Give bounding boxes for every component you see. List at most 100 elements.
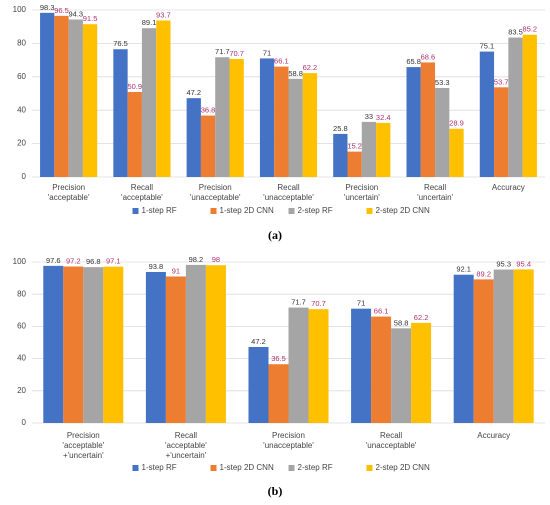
data-label: 65.8 (406, 57, 421, 66)
bar (288, 78, 303, 177)
data-label: 93.8 (149, 262, 164, 271)
caption: (b) (268, 484, 283, 498)
bar (473, 279, 494, 423)
data-label: 97.1 (106, 257, 121, 266)
bar (508, 37, 523, 178)
x-tick-label: 'unacceptable' (366, 441, 417, 450)
y-tick-label: 80 (17, 39, 26, 48)
bar (185, 264, 206, 423)
legend-swatch (210, 208, 217, 214)
bar (205, 265, 226, 423)
legend-label: 2-step RF (298, 206, 333, 215)
y-tick-label: 100 (13, 5, 27, 14)
data-label: 53.7 (494, 77, 509, 86)
bar (308, 309, 329, 423)
x-tick-label: Precision (52, 183, 85, 192)
data-label: 58.8 (288, 69, 303, 78)
y-tick-label: 20 (17, 139, 26, 148)
bar (302, 73, 318, 177)
bar (54, 15, 69, 177)
bar (141, 28, 157, 177)
data-label: 33 (365, 112, 373, 121)
data-label: 83.5 (508, 28, 523, 37)
data-label: 71.7 (291, 298, 306, 307)
bar (449, 128, 464, 177)
caption: (a) (268, 228, 282, 242)
data-label: 95.4 (516, 259, 531, 268)
bar (411, 322, 432, 423)
legend-swatch (132, 465, 139, 471)
bar (113, 49, 128, 178)
data-label: 71.7 (215, 47, 230, 56)
data-label: 89.2 (476, 269, 491, 278)
bar (493, 269, 514, 423)
data-label: 53.3 (435, 78, 450, 87)
data-label: 70.7 (229, 49, 244, 58)
x-tick-label: Precision (199, 183, 232, 192)
y-tick-label: 60 (17, 322, 26, 331)
x-tick-label: Precision (272, 431, 305, 440)
data-label: 50.9 (127, 82, 142, 91)
x-tick-label: 'acceptable' (165, 441, 207, 450)
data-label: 96.5 (54, 6, 69, 15)
bar (288, 307, 309, 423)
bar (420, 62, 436, 177)
data-label: 76.5 (113, 39, 128, 48)
bar (82, 24, 98, 177)
data-label: 28.9 (449, 119, 464, 128)
x-tick-label: Accuracy (492, 183, 525, 192)
data-label: 98.2 (189, 255, 204, 264)
y-tick-label: 60 (17, 72, 26, 81)
bar (274, 66, 289, 177)
bar (259, 58, 275, 177)
bar (268, 364, 289, 423)
data-label: 97.6 (46, 256, 61, 265)
x-tick-label: 'unacceptable' (263, 441, 314, 450)
bar (103, 266, 124, 423)
y-tick-label: 80 (17, 289, 26, 298)
bar (215, 57, 230, 177)
data-label: 62.2 (414, 313, 429, 322)
bar (165, 276, 186, 423)
bar (40, 12, 55, 177)
data-label: 36.5 (271, 354, 286, 363)
data-label: 70.7 (311, 299, 326, 308)
x-tick-label: Precision (345, 183, 378, 192)
y-tick-label: 40 (17, 105, 26, 114)
data-label: 47.2 (186, 88, 201, 97)
bar (333, 133, 348, 177)
data-label: 68.6 (421, 52, 436, 61)
legend-swatch (288, 208, 295, 214)
data-label: 92.1 (456, 265, 471, 274)
bar (68, 19, 83, 178)
bar (229, 58, 244, 177)
x-tick-label: 'uncertain' (344, 193, 380, 202)
data-label: 96.8 (86, 257, 101, 266)
x-tick-label: 'uncertain' (417, 193, 453, 202)
bar (371, 316, 392, 423)
data-label: 98.3 (40, 3, 55, 12)
x-tick-label: Accuracy (477, 431, 510, 440)
x-tick-label: 'acceptable' (48, 193, 90, 202)
bar (361, 121, 377, 177)
legend-swatch (288, 465, 295, 471)
data-label: 75.1 (480, 42, 495, 51)
x-tick-label: +'uncertain' (63, 451, 104, 460)
data-label: 25.8 (333, 124, 348, 133)
data-label: 95.3 (496, 260, 511, 269)
bar (406, 67, 421, 177)
bar (156, 20, 171, 178)
bar (248, 347, 269, 423)
bar (453, 274, 474, 423)
bar (391, 328, 412, 423)
data-label: 85.2 (522, 25, 537, 34)
data-label: 47.2 (251, 337, 266, 346)
bar (435, 87, 450, 177)
data-label: 94.3 (68, 10, 83, 19)
bar (186, 98, 201, 177)
legend-swatch (366, 208, 373, 214)
bar (376, 122, 391, 177)
legend-label: 1-step RF (142, 206, 177, 215)
legend-label: 1-step RF (142, 463, 177, 472)
